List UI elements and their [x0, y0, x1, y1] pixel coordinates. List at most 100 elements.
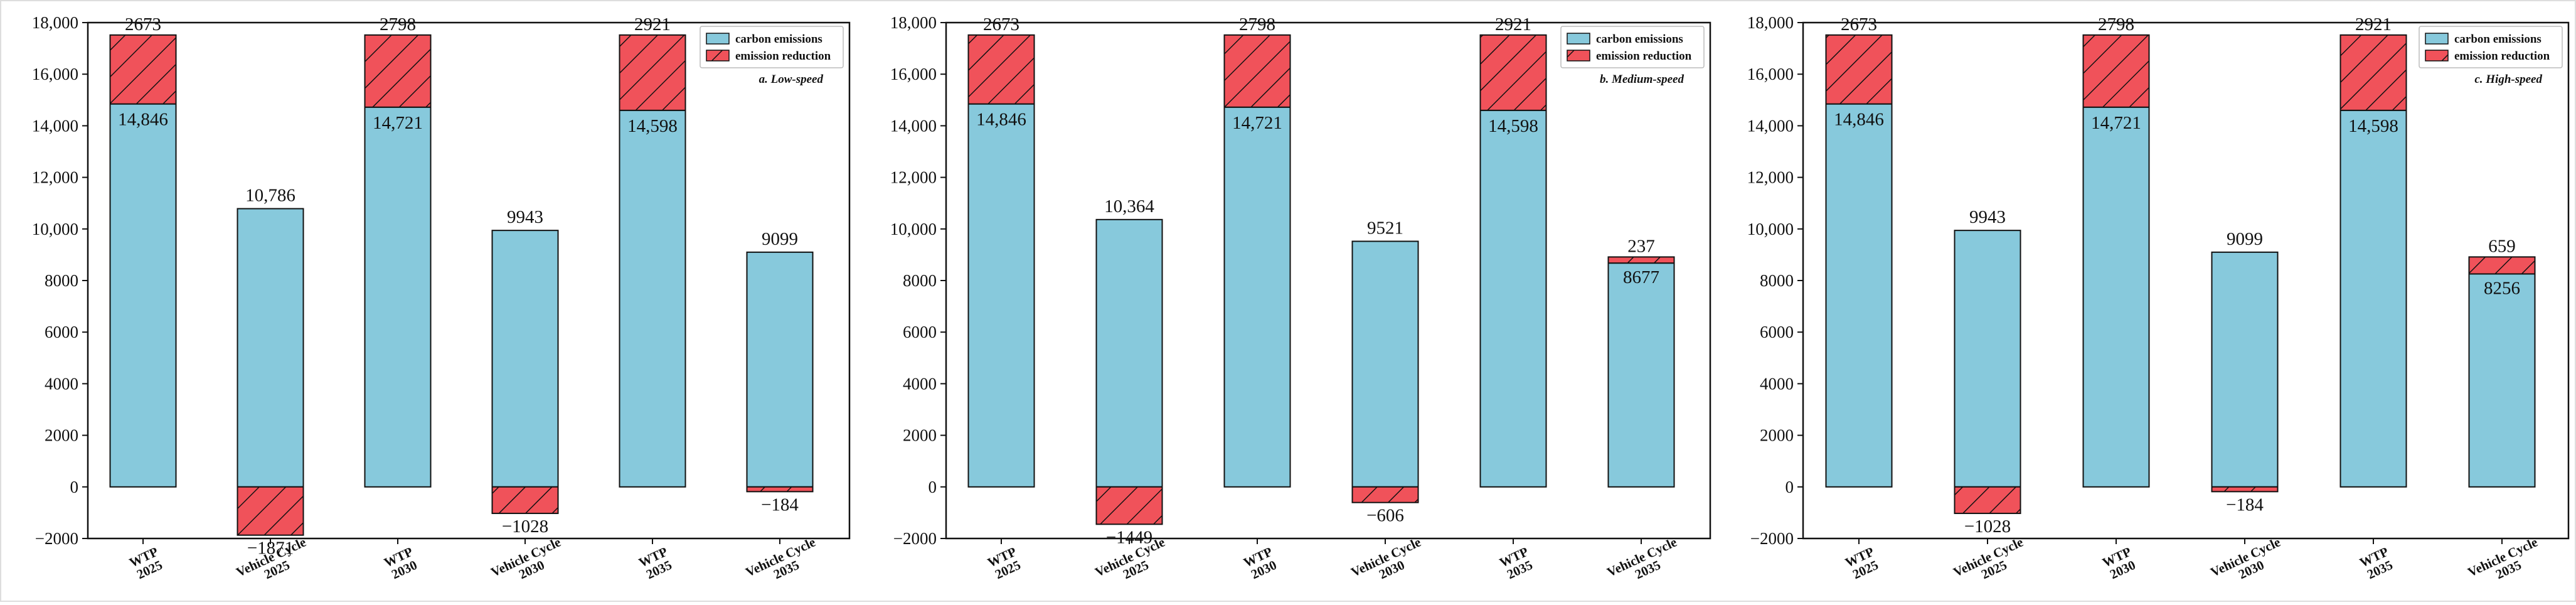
y-tick-label: 18,000 — [32, 13, 78, 32]
reduction-value-label: −1028 — [1964, 517, 2011, 537]
carbon-emissions-bar[interactable] — [2082, 106, 2150, 488]
y-tick-label: 18,000 — [890, 13, 937, 32]
carbon-value-label: 8677 — [1623, 267, 1659, 287]
carbon-value-label: 14,846 — [118, 110, 168, 130]
legend-label-carbon: carbon emissions — [2454, 33, 2541, 46]
legend-label-reduction: emission reduction — [735, 50, 831, 63]
emission-reduction-hatch — [1826, 35, 1892, 104]
reduction-value-label: −1449 — [1106, 527, 1152, 547]
emission-reduction-hatch — [1608, 257, 1674, 264]
y-tick-label: 16,000 — [1747, 65, 1794, 83]
carbon-emissions-bar[interactable] — [1607, 262, 1675, 488]
emission-reduction-hatch — [619, 35, 686, 110]
legend-box — [700, 26, 844, 68]
legend-swatch-carbon — [2425, 33, 2449, 45]
carbon-emissions-bar[interactable] — [1095, 218, 1163, 488]
y-tick-label: 2000 — [903, 426, 937, 445]
carbon-emissions-bar[interactable] — [2211, 251, 2279, 488]
y-tick-label: 6000 — [45, 323, 78, 341]
y-tick-label: 2000 — [45, 426, 78, 445]
carbon-value-label: 14,598 — [2348, 116, 2398, 136]
reduction-value-label: 2798 — [1239, 14, 1275, 35]
y-tick-label: 12,000 — [890, 168, 937, 187]
legend-swatch-reduction-hatch — [1567, 50, 1590, 61]
carbon-value-label: 10,786 — [245, 185, 295, 205]
emission-reduction-hatch — [747, 486, 813, 492]
legend: carbon emissions emission reduction — [2419, 26, 2563, 68]
emission-reduction-hatch — [237, 486, 304, 535]
y-tick-label: −2000 — [893, 529, 937, 548]
panel-title: b. Medium-speed — [1600, 73, 1685, 86]
carbon-emissions-bar[interactable] — [364, 106, 432, 488]
reduction-value-label: 2673 — [983, 14, 1019, 35]
emission-reduction-hatch — [2211, 486, 2278, 492]
y-tick-label: 12,000 — [1747, 168, 1794, 187]
carbon-emissions-bar[interactable] — [109, 103, 177, 488]
carbon-emissions-bar[interactable] — [1351, 240, 1419, 488]
y-tick-label: 4000 — [903, 374, 937, 393]
y-tick-label: 14,000 — [32, 116, 78, 135]
emission-reduction-hatch — [1480, 35, 1546, 110]
y-tick-label: 10,000 — [1747, 220, 1794, 238]
carbon-value-label: 14,846 — [1834, 110, 1884, 130]
carbon-value-label: 14,721 — [2091, 113, 2141, 133]
carbon-emissions-bar[interactable] — [1954, 230, 2021, 488]
carbon-emissions-bar[interactable] — [2339, 109, 2407, 488]
y-tick-label: 10,000 — [32, 220, 78, 238]
carbon-emissions-bar[interactable] — [967, 103, 1035, 488]
legend-label-carbon: carbon emissions — [735, 33, 822, 46]
y-tick-label: −2000 — [1750, 529, 1794, 548]
emission-reduction-hatch — [1224, 35, 1291, 107]
reduction-value-label: 2673 — [1841, 14, 1877, 35]
reduction-value-label: −606 — [1366, 506, 1404, 526]
emission-reduction-hatch — [2469, 257, 2535, 274]
emission-reduction-hatch — [492, 486, 558, 514]
carbon-value-label: 14,846 — [976, 110, 1026, 130]
y-tick-label: 2000 — [1760, 426, 1794, 445]
carbon-value-label: 9943 — [1969, 207, 2006, 227]
carbon-emissions-bar[interactable] — [237, 208, 304, 488]
legend-label-carbon: carbon emissions — [1596, 33, 1683, 46]
carbon-emissions-bar[interactable] — [746, 251, 814, 488]
y-tick-label: 18,000 — [1747, 13, 1794, 32]
carbon-emissions-bar[interactable] — [491, 230, 559, 488]
carbon-emissions-bar[interactable] — [1223, 106, 1291, 488]
carbon-value-label: 9521 — [1367, 218, 1403, 238]
y-tick-label: 10,000 — [890, 220, 937, 238]
carbon-value-label: 14,721 — [373, 113, 423, 133]
carbon-emissions-bar[interactable] — [2468, 273, 2536, 488]
legend-label-reduction: emission reduction — [1596, 50, 1692, 63]
panel-title: c. High-speed — [2474, 73, 2542, 86]
emission-reduction-hatch — [1352, 486, 1418, 503]
reduction-value-label: 2798 — [380, 14, 416, 35]
y-tick-label: 0 — [1786, 478, 1794, 496]
reduction-value-label: 2673 — [125, 14, 161, 35]
carbon-value-label: 8256 — [2484, 278, 2520, 298]
reduction-value-label: 2921 — [1495, 14, 1531, 35]
chart-panel-3: −2000 0 2000 4000 6000 8000 10,000 12,000 14,000… — [1747, 13, 2570, 582]
emission-reduction-hatch — [2083, 35, 2149, 107]
carbon-emissions-bar[interactable] — [1825, 103, 1893, 488]
carbon-emissions-bar[interactable] — [1479, 109, 1547, 488]
carbon-value-label: 9099 — [2227, 229, 2263, 249]
chart-panel-1: −2000 0 2000 4000 6000 8000 10,000 12,000 14,000… — [32, 13, 851, 582]
y-tick-label: 12,000 — [32, 168, 78, 187]
legend: carbon emissions emission reduction — [700, 26, 844, 68]
y-tick-label: 14,000 — [1747, 116, 1794, 135]
carbon-value-label: 14,598 — [1488, 116, 1538, 136]
y-tick-label: 0 — [929, 478, 937, 496]
emission-reduction-hatch — [110, 35, 176, 104]
y-tick-label: 4000 — [45, 374, 78, 393]
y-tick-label: 0 — [70, 478, 79, 496]
emission-reduction-hatch — [365, 35, 431, 107]
emission-reduction-hatch — [1096, 486, 1163, 525]
chart-panel-2: −2000 0 2000 4000 6000 8000 10,000 12,000 14,000… — [890, 13, 1711, 582]
legend: carbon emissions emission reduction — [1560, 26, 1705, 68]
carbon-emissions-bar[interactable] — [619, 109, 686, 488]
emission-reduction-hatch — [2340, 35, 2407, 110]
y-tick-label: 8000 — [903, 271, 937, 290]
carbon-value-label: 10,364 — [1104, 196, 1154, 217]
y-tick-label: 6000 — [1760, 323, 1794, 341]
